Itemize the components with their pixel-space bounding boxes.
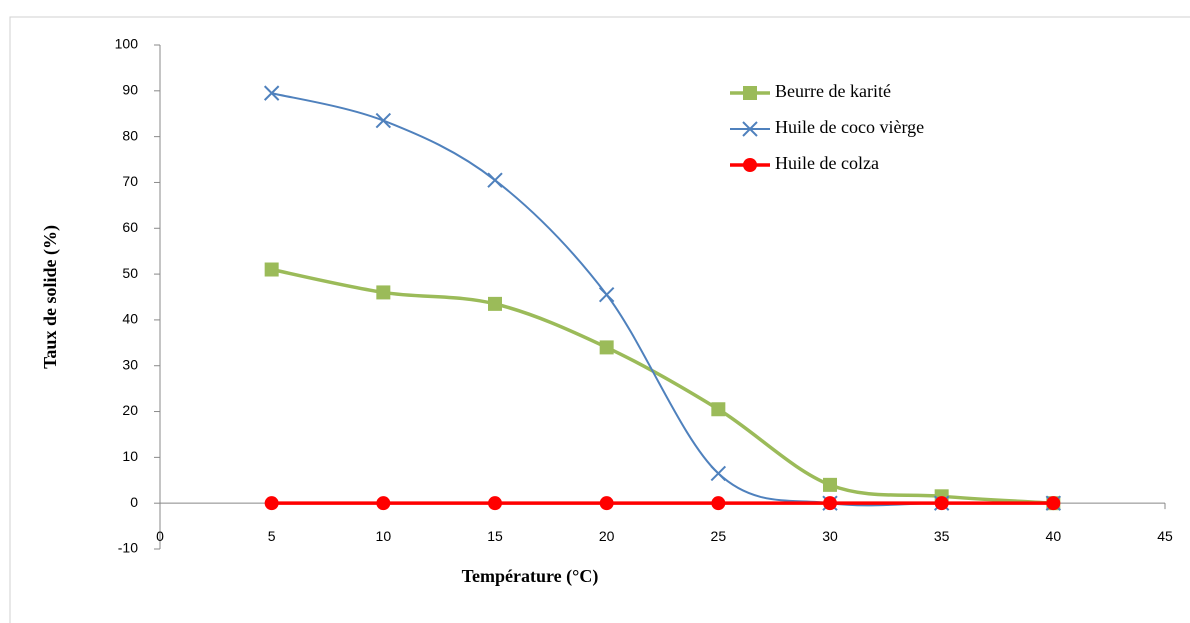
y-tick-label: 10 [122, 448, 138, 464]
y-tick-label: -10 [118, 540, 138, 556]
x-tick-label: 35 [934, 528, 950, 544]
marker [487, 172, 503, 188]
legend-label: Huile de colza [775, 153, 879, 173]
marker [264, 262, 279, 277]
y-tick-label: 80 [122, 127, 138, 143]
marker [823, 496, 837, 511]
x-tick-label: 25 [711, 528, 727, 544]
y-tick-label: 60 [122, 219, 138, 235]
marker [264, 496, 279, 511]
x-tick-label: 10 [376, 528, 392, 544]
marker [599, 340, 614, 355]
series-line [271, 267, 1054, 505]
marker [711, 496, 726, 511]
legend-marker [742, 121, 758, 137]
marker [711, 402, 726, 417]
y-tick-label: 30 [122, 356, 138, 372]
y-tick-label: 90 [122, 82, 138, 98]
x-tick-label: 40 [1046, 528, 1062, 544]
legend-marker [743, 86, 757, 100]
legend-marker [743, 158, 757, 172]
marker [1046, 496, 1061, 511]
marker [488, 296, 502, 311]
marker [599, 496, 614, 511]
legend-label: Beurre de karité [775, 81, 891, 101]
x-tick-label: 45 [1157, 528, 1173, 544]
x-axis-label: Température (°C) [462, 566, 599, 587]
y-tick-label: 0 [130, 494, 138, 510]
x-tick-label: 20 [599, 528, 615, 544]
marker [710, 465, 727, 482]
y-tick-label: 40 [122, 311, 138, 327]
marker [376, 496, 391, 511]
y-tick-label: 70 [122, 173, 138, 189]
x-tick-label: 30 [822, 528, 838, 544]
marker [598, 287, 615, 303]
x-tick-label: 0 [156, 528, 164, 544]
y-tick-label: 100 [115, 36, 139, 52]
y-axis-label: Taux de solide (%) [40, 225, 61, 369]
x-tick-label: 5 [268, 528, 276, 544]
x-tick-label: 15 [487, 528, 503, 544]
marker [375, 112, 392, 129]
marker [934, 496, 949, 511]
marker [263, 85, 280, 101]
marker [823, 477, 837, 492]
marker [376, 285, 391, 300]
legend-label: Huile de coco vièrge [775, 117, 924, 137]
y-tick-label: 20 [122, 402, 138, 418]
marker [488, 496, 502, 511]
y-tick-label: 50 [122, 265, 138, 281]
chart-border [9, 16, 1190, 623]
